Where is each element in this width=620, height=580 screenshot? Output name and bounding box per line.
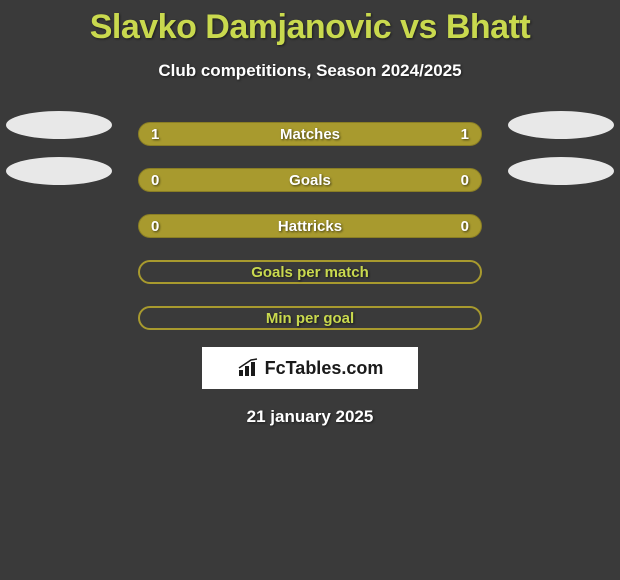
player-right-ellipse (508, 157, 614, 185)
stat-label: Goals (289, 172, 331, 189)
stat-right-value: 0 (461, 218, 469, 235)
brand-text: FcTables.com (265, 358, 384, 379)
stat-bar: 0 Goals 0 (138, 168, 482, 192)
stat-row-min-per-goal: Min per goal (0, 295, 620, 341)
player-left-ellipse (6, 157, 112, 185)
stat-bar: Min per goal (138, 306, 482, 330)
player-right-ellipse (508, 111, 614, 139)
stat-bar: 0 Hattricks 0 (138, 214, 482, 238)
stat-label: Goals per match (251, 264, 369, 281)
stat-row-goals-per-match: Goals per match (0, 249, 620, 295)
stats-container: 1 Matches 1 0 Goals 0 0 Hattricks 0 Goal… (0, 111, 620, 341)
brand-badge[interactable]: FcTables.com (202, 347, 418, 389)
player-left-ellipse (6, 111, 112, 139)
stat-right-value: 0 (461, 172, 469, 189)
chart-icon (237, 358, 261, 378)
stat-label: Matches (280, 126, 340, 143)
stat-bar: 1 Matches 1 (138, 122, 482, 146)
subtitle: Club competitions, Season 2024/2025 (0, 61, 620, 81)
page-title: Slavko Damjanovic vs Bhatt (0, 0, 620, 47)
stat-label: Min per goal (266, 310, 354, 327)
stat-left-value: 0 (151, 218, 159, 235)
stat-left-value: 1 (151, 126, 159, 143)
stat-left-value: 0 (151, 172, 159, 189)
stat-bar: Goals per match (138, 260, 482, 284)
stat-right-value: 1 (461, 126, 469, 143)
stat-row-hattricks: 0 Hattricks 0 (0, 203, 620, 249)
stat-label: Hattricks (278, 218, 342, 235)
date-label: 21 january 2025 (0, 407, 620, 427)
stat-row-goals: 0 Goals 0 (0, 157, 620, 203)
stat-row-matches: 1 Matches 1 (0, 111, 620, 157)
